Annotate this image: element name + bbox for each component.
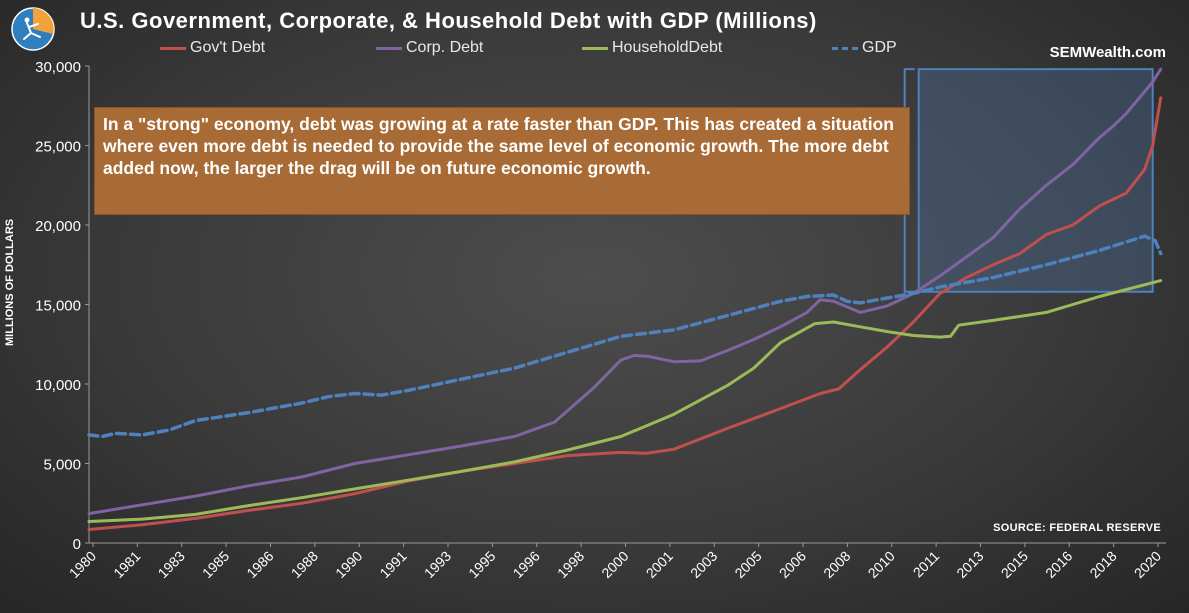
legend-label-gdp: GDP — [862, 39, 897, 56]
legend-swatch-govt — [160, 46, 186, 50]
series-line-householddebt — [87, 279, 1163, 523]
x-tick-label: 2011 — [910, 548, 943, 581]
x-tick-label: 1980 — [66, 548, 99, 581]
y-axis: 0 5,000 10,000 15,000 20,000 25,000 30,000 — [35, 59, 90, 553]
chart-title: U.S. Government, Corporate, & Household … — [80, 8, 817, 33]
annotation-callout: In a "strong" economy, debt was growing … — [94, 107, 910, 215]
x-tick-label: 1990 — [332, 548, 365, 581]
x-tick-label: 1996 — [510, 548, 543, 581]
highlight-rect — [917, 68, 1154, 293]
legend: Gov't Debt Corp. Debt HouseholdDebt GDP — [160, 39, 920, 59]
highlight-box — [892, 68, 1154, 293]
x-tick-label: 2003 — [687, 548, 720, 581]
legend-swatch-gdp — [832, 46, 858, 50]
y-tick-label: 10,000 — [35, 377, 81, 394]
x-tick-label: 1981 — [110, 548, 143, 581]
legend-item-corp-debt: Corp. Debt — [376, 39, 483, 57]
legend-label-household: HouseholdDebt — [612, 39, 723, 56]
y-tick-label: 0 — [73, 536, 81, 553]
series-layer — [87, 67, 1163, 531]
legend-item-gdp: GDP — [832, 39, 897, 57]
series-line-gov-t-debt — [87, 96, 1163, 531]
semwealth-logo-icon — [11, 7, 55, 51]
x-tick-label: 2013 — [953, 548, 986, 581]
x-tick-label: 1988 — [288, 548, 321, 581]
x-tick-label: 2020 — [1131, 548, 1164, 581]
y-tick-label: 30,000 — [35, 59, 81, 76]
x-tick-label: 2000 — [598, 548, 631, 581]
legend-swatch-household — [582, 46, 608, 50]
legend-swatch-corp — [376, 46, 402, 50]
source-label: SOURCE: FEDERAL RESERVE — [993, 522, 1161, 534]
x-tick-label: 1998 — [554, 548, 587, 581]
series-line-gdp — [87, 234, 1163, 439]
x-tick-label: 2016 — [1042, 548, 1075, 581]
x-tick-label: 1991 — [376, 548, 409, 581]
x-tick-label: 1995 — [465, 548, 498, 581]
y-tick-label: 25,000 — [35, 139, 81, 156]
x-axis: 1980 1981 1983 1985 1986 1988 1990 1991 1993 1995… — [66, 542, 1166, 581]
x-tick-label: 2010 — [865, 548, 898, 581]
x-tick-label: 2005 — [731, 548, 764, 581]
series-line-corp-debt — [87, 67, 1163, 516]
legend-item-household-debt: HouseholdDebt — [582, 39, 722, 57]
brand-label: SEMWealth.com — [1049, 44, 1166, 61]
x-tick-label: 2001 — [643, 548, 676, 581]
x-tick-label: 1983 — [155, 548, 188, 581]
y-tick-label: 15,000 — [35, 298, 81, 315]
x-tick-label: 2008 — [820, 548, 853, 581]
x-tick-label: 2015 — [998, 548, 1031, 581]
legend-item-govt-debt: Gov't Debt — [160, 39, 265, 57]
x-tick-label: 1985 — [199, 548, 232, 581]
legend-label-govt: Gov't Debt — [190, 39, 266, 56]
y-tick-label: 5,000 — [43, 457, 81, 474]
x-tick-label: 2006 — [776, 548, 809, 581]
x-tick-label: 1986 — [243, 548, 276, 581]
x-tick-label: 1993 — [421, 548, 454, 581]
legend-label-corp: Corp. Debt — [406, 39, 484, 56]
y-axis-title: MILLIONS OF DOLLARS — [4, 218, 16, 346]
y-tick-label: 20,000 — [35, 218, 81, 235]
x-tick-label: 2018 — [1086, 548, 1119, 581]
